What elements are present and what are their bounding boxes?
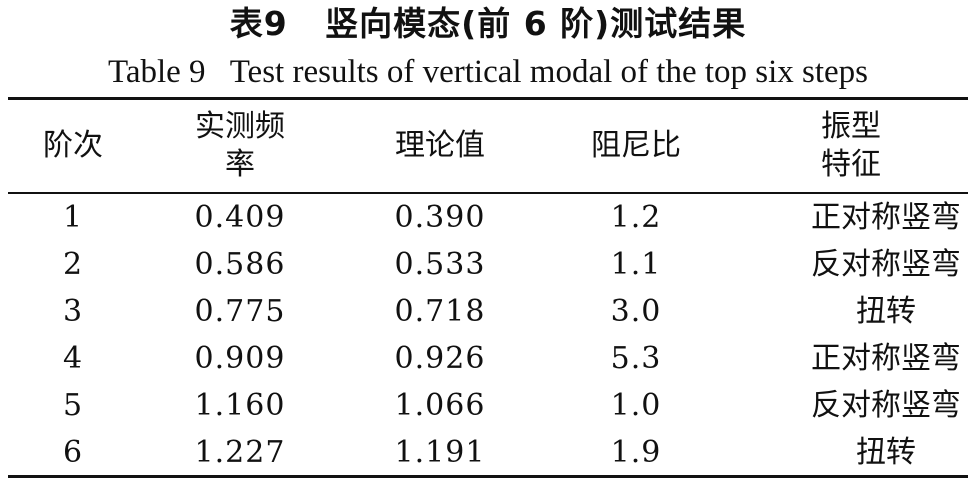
header-row: 阶次 实测频率 理论值 阻尼比 振型特征 <box>8 100 968 192</box>
cell-measured-frequency: 0.909 <box>194 341 286 376</box>
cell-damping-ratio: 1.9 <box>610 435 662 470</box>
table-caption-english: Table 9 Test results of vertical modal o… <box>107 54 869 90</box>
table-row: 2 0.586 0.533 1.1 反对称竖弯 <box>8 241 968 288</box>
cell-theoretical-value: 0.926 <box>394 341 486 376</box>
cell-theoretical-value: 0.390 <box>394 200 486 235</box>
table-row: 5 1.160 1.066 1.0 反对称竖弯 <box>8 382 968 429</box>
cell-measured-frequency: 0.409 <box>194 200 286 235</box>
cell-theoretical-value: 0.718 <box>394 294 486 329</box>
cell-mode-shape: 扭转 <box>856 435 916 470</box>
cell-theoretical-value: 1.191 <box>394 435 486 470</box>
cell-measured-frequency: 1.227 <box>194 435 286 470</box>
modal-results-table: 阶次 实测频率 理论值 阻尼比 振型特征 1 0.409 0.390 1.2 正… <box>8 100 968 476</box>
table-body: 1 0.409 0.390 1.2 正对称竖弯 2 0.586 0.533 1.… <box>8 192 968 476</box>
cell-measured-frequency: 0.586 <box>194 247 286 282</box>
cell-damping-ratio: 5.3 <box>610 341 662 376</box>
cell-damping-ratio: 1.0 <box>610 388 662 423</box>
cell-measured-frequency: 0.775 <box>194 294 286 329</box>
cell-mode-shape: 正对称竖弯 <box>811 341 961 376</box>
header-mode-shape: 振型特征 <box>821 109 881 182</box>
cell-mode-shape: 正对称竖弯 <box>811 200 961 235</box>
table-top-rule <box>8 97 968 100</box>
cell-theoretical-value: 0.533 <box>394 247 486 282</box>
cell-order: 4 <box>62 341 84 376</box>
cell-mode-shape: 扭转 <box>856 294 916 329</box>
cell-order: 1 <box>62 200 84 235</box>
header-theoretical-value: 理论值 <box>395 128 485 163</box>
cell-theoretical-value: 1.066 <box>394 388 486 423</box>
cell-mode-shape: 反对称竖弯 <box>811 247 961 282</box>
cell-order: 6 <box>62 435 84 470</box>
table-row: 6 1.227 1.191 1.9 扭转 <box>8 429 968 476</box>
cell-order: 3 <box>62 294 84 329</box>
table-row: 3 0.775 0.718 3.0 扭转 <box>8 288 968 335</box>
cell-order: 5 <box>62 388 84 423</box>
cell-damping-ratio: 1.1 <box>610 247 662 282</box>
table-bottom-rule <box>8 475 968 478</box>
header-damping-ratio: 阻尼比 <box>591 128 681 163</box>
table-header: 阶次 实测频率 理论值 阻尼比 振型特征 <box>8 100 968 192</box>
cell-mode-shape: 反对称竖弯 <box>811 388 961 423</box>
table-caption-chinese: 表9 竖向模态(前 6 阶)测试结果 <box>229 4 747 43</box>
table-header-rule <box>8 192 968 194</box>
table-row: 1 0.409 0.390 1.2 正对称竖弯 <box>8 192 968 241</box>
header-order: 阶次 <box>43 128 103 163</box>
header-measured-frequency: 实测频率 <box>195 109 285 182</box>
cell-damping-ratio: 3.0 <box>610 294 662 329</box>
cell-order: 2 <box>62 247 84 282</box>
cell-damping-ratio: 1.2 <box>610 200 662 235</box>
table-row: 4 0.909 0.926 5.3 正对称竖弯 <box>8 335 968 382</box>
cell-measured-frequency: 1.160 <box>194 388 286 423</box>
